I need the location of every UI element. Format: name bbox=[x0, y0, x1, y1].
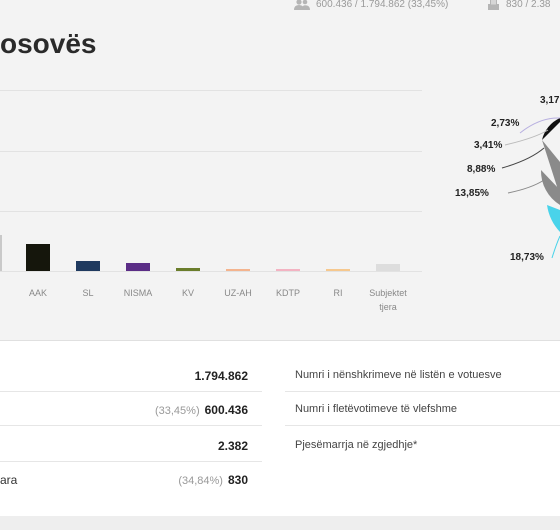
summary-right-label: Numri i fletëvotimeve të vlefshme bbox=[295, 403, 457, 415]
bar-ri[interactable] bbox=[326, 269, 350, 271]
voters-stat: 600.436 / 1.794.862 (33,45%) bbox=[294, 0, 448, 10]
gridline bbox=[0, 151, 422, 152]
summary-right-label: Pjesëmarrja në zgjedhje* bbox=[295, 439, 418, 451]
row-divider bbox=[0, 461, 262, 462]
x-tick-label-line: KDTP bbox=[275, 288, 300, 298]
pie-leader-line bbox=[551, 235, 560, 259]
bar-nisma[interactable] bbox=[126, 263, 150, 271]
pie-label: 18,73% bbox=[510, 252, 544, 263]
row-divider bbox=[285, 425, 560, 426]
summary-value: (34,84%) 830 bbox=[178, 473, 248, 487]
row-divider bbox=[0, 425, 262, 426]
bar-partial bbox=[0, 235, 2, 271]
pie-leader-line bbox=[501, 147, 545, 169]
voters-stat-text: 600.436 / 1.794.862 (33,45%) bbox=[316, 0, 449, 10]
summary-row: ara (34,84%) 830 bbox=[0, 463, 560, 497]
summary-right-label: Numri i nënshkrimeve në listën e votuesv… bbox=[295, 369, 502, 381]
stats-bar: 600.436 / 1.794.862 (33,45%) 830 / 2.38 bbox=[0, 0, 560, 16]
x-tick-label-line: SL bbox=[82, 288, 94, 298]
page-title: osovës bbox=[0, 28, 97, 59]
bar-uz-ah[interactable] bbox=[226, 269, 250, 271]
axis-baseline bbox=[0, 271, 422, 272]
pie-label: 3,41% bbox=[474, 140, 503, 151]
pie-slice bbox=[542, 140, 560, 196]
summary-row: (33,45%) 600.436 Numri i fletëvotimeve të… bbox=[0, 393, 560, 427]
summary-table: 1.794.862 Numri i nënshkrimeve në listën… bbox=[0, 340, 560, 518]
x-tick-label: SL bbox=[64, 286, 112, 300]
bar-series bbox=[0, 80, 422, 271]
summary-value: 2.382 bbox=[217, 439, 248, 453]
summary-row: 1.794.862 Numri i nënshkrimeve në listën… bbox=[0, 359, 560, 393]
bar-kdtp[interactable] bbox=[276, 269, 300, 271]
x-tick-label: UZ-AH bbox=[214, 286, 262, 300]
x-tick-label-line: RI bbox=[333, 288, 343, 298]
bar-kv[interactable] bbox=[176, 268, 200, 271]
stations-stat: 830 / 2.38 bbox=[487, 0, 550, 10]
row-divider bbox=[285, 391, 560, 392]
pie-slice bbox=[540, 170, 560, 205]
summary-value: 1.794.862 bbox=[194, 369, 248, 383]
row-divider bbox=[0, 391, 262, 392]
x-tick-label: RI bbox=[314, 286, 362, 300]
x-tick-label-line: NISMA bbox=[123, 288, 153, 298]
pie-label: 2,73% bbox=[491, 118, 520, 129]
x-tick-label: NISMA bbox=[114, 286, 162, 300]
ballot-box-icon bbox=[488, 0, 499, 10]
gridline bbox=[0, 90, 422, 91]
results-pie-chart bbox=[501, 117, 560, 259]
bar-subjektet-tjera[interactable] bbox=[376, 264, 400, 271]
x-tick-label: AAK bbox=[14, 286, 62, 300]
gridline bbox=[0, 211, 422, 212]
x-tick-label-line: AAK bbox=[28, 288, 47, 298]
pie-label: 8,88% bbox=[467, 164, 496, 175]
page-footer-gap bbox=[0, 516, 560, 530]
x-tick-label-line: UZ-AH bbox=[224, 288, 252, 298]
pie-label: 13,85% bbox=[455, 188, 489, 199]
summary-left-label: ara bbox=[0, 473, 18, 487]
x-tick-label: KV bbox=[164, 286, 212, 300]
x-tick-label: Subjektet tjera bbox=[364, 286, 412, 314]
pie-slice bbox=[547, 205, 560, 232]
x-tick-label-line: Subjektet bbox=[369, 288, 407, 298]
bar-sl[interactable] bbox=[76, 261, 100, 271]
pie-leader-line bbox=[519, 117, 560, 134]
pie-label: 3,17 bbox=[540, 95, 560, 106]
pie-leader-line bbox=[507, 179, 545, 194]
stations-stat-text: 830 / 2.38 bbox=[506, 0, 551, 10]
summary-value: (33,45%) 600.436 bbox=[154, 403, 248, 417]
x-tick-label: KDTP bbox=[264, 286, 312, 300]
x-tick-label-line: KV bbox=[181, 288, 194, 298]
pie-slice bbox=[542, 118, 560, 140]
summary-row: 2.382 Pjesëmarrja në zgjedhje* bbox=[0, 429, 560, 463]
results-chart bbox=[0, 80, 560, 330]
x-tick-label-line: tjera bbox=[379, 302, 397, 312]
bar-aak[interactable] bbox=[26, 244, 50, 271]
pie-leader-line bbox=[504, 129, 549, 146]
people-icon bbox=[294, 0, 310, 10]
